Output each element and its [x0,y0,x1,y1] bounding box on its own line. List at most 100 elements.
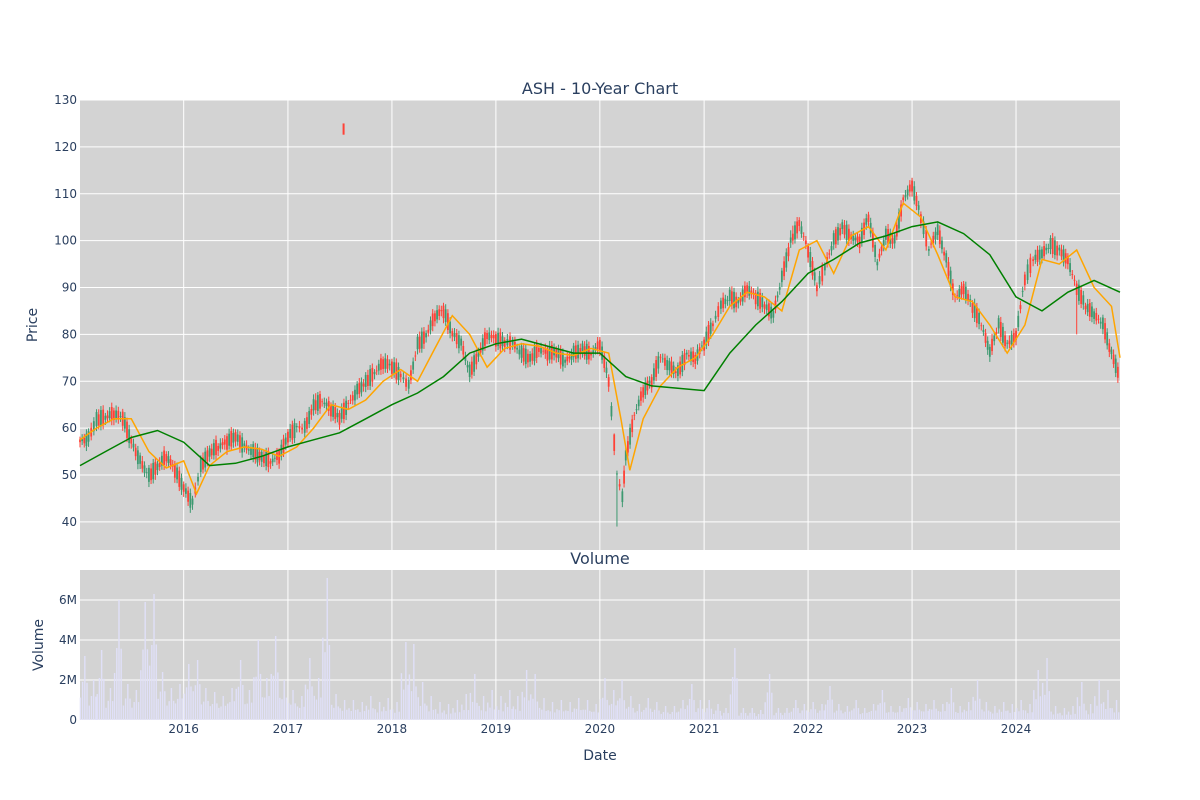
volume-bar [872,704,875,720]
volume-bar [907,698,910,720]
candle-body [407,379,410,389]
x-tick-label: 2022 [793,722,824,736]
volume-bar [744,713,747,720]
candle-body [837,227,839,241]
volume-bar [747,715,749,720]
volume-bar [168,701,170,720]
candle-body [925,230,928,247]
volume-bar [96,694,98,720]
candle-body [325,402,328,407]
candle-body [1071,274,1074,276]
candle-body [156,463,159,471]
candle-body [287,431,289,443]
volume-bar [296,706,299,720]
volume-bar [1092,713,1094,720]
candle-body [199,458,202,472]
candle-body [991,338,993,352]
volume-bar [359,712,361,720]
volume-bar [283,680,285,720]
candle-body [666,360,669,371]
candle-body [321,401,324,403]
volume-bar [961,712,964,720]
volume-bar [301,696,303,720]
volume-bar [530,694,532,720]
volume-bar [983,711,985,720]
candle-body [440,310,443,312]
volume-bar [324,652,326,720]
candle-body [145,472,148,474]
volume-bar [853,708,855,720]
candle-body [362,383,365,387]
candle-body [1015,330,1017,341]
candle-body [180,477,183,490]
volume-bar [905,708,907,720]
candle-body [854,237,857,241]
candle-body [388,363,391,366]
candle-body [1073,279,1076,281]
candle-body [202,457,204,470]
volume-bar [881,690,884,720]
volume-bar [521,691,523,720]
candle-body [228,433,231,446]
candle-body [501,336,504,347]
candle-body [679,361,682,375]
candle-body [169,459,172,466]
volume-bar [541,709,543,720]
volume-bar [339,708,341,720]
volume-bar [712,713,715,720]
candle-body [943,251,946,256]
volume-bar [805,710,808,720]
candle-body [369,369,372,386]
short-moving-average-line [79,201,1121,496]
candle-body [997,318,1000,329]
candle-body [648,380,651,384]
volume-bar [1102,702,1105,720]
candle-body [226,436,228,450]
volume-bar [664,706,667,720]
candle-body [724,298,727,305]
volume-bar [387,698,389,720]
candle-body [314,400,317,411]
candle-body [87,431,90,442]
price-tick-label: 70 [62,374,77,388]
candle-body [949,270,952,288]
candle-body [221,442,224,446]
volume-bar [890,706,892,720]
candle-body [941,240,943,250]
volume-bar [365,705,368,720]
volume-bar [985,702,988,720]
candle-body [295,425,298,428]
candle-body [902,197,905,201]
candle-body [642,387,645,398]
volume-bar [1096,705,1098,720]
volume-bar [341,710,344,720]
candle-body [655,360,658,377]
volume-bar [1009,712,1011,720]
volume-bar [667,712,669,720]
volume-bar [1107,690,1109,720]
volume-bar [432,709,435,720]
volume-bar [627,706,630,720]
volume-bar [131,707,133,720]
candle-body [887,229,889,244]
volume-bar [224,705,227,720]
candle-body [284,437,287,445]
volume-bar [445,714,448,720]
candle-body [189,492,192,508]
volume-bar [613,690,615,720]
candle-body [869,222,872,234]
candle-body [239,435,241,449]
price-tick-label: 50 [62,468,77,482]
volume-bar [1109,708,1111,720]
volume-bar [142,649,144,720]
volume-bar [931,709,933,720]
candle-body [717,306,720,317]
volume-bar [855,700,857,720]
volume-bar [877,704,879,720]
candle-body [338,412,341,425]
volume-bar [363,711,366,720]
candle-body [340,408,343,419]
candle-body [83,437,86,444]
candle-body [802,236,805,238]
candle-body [1047,248,1050,249]
